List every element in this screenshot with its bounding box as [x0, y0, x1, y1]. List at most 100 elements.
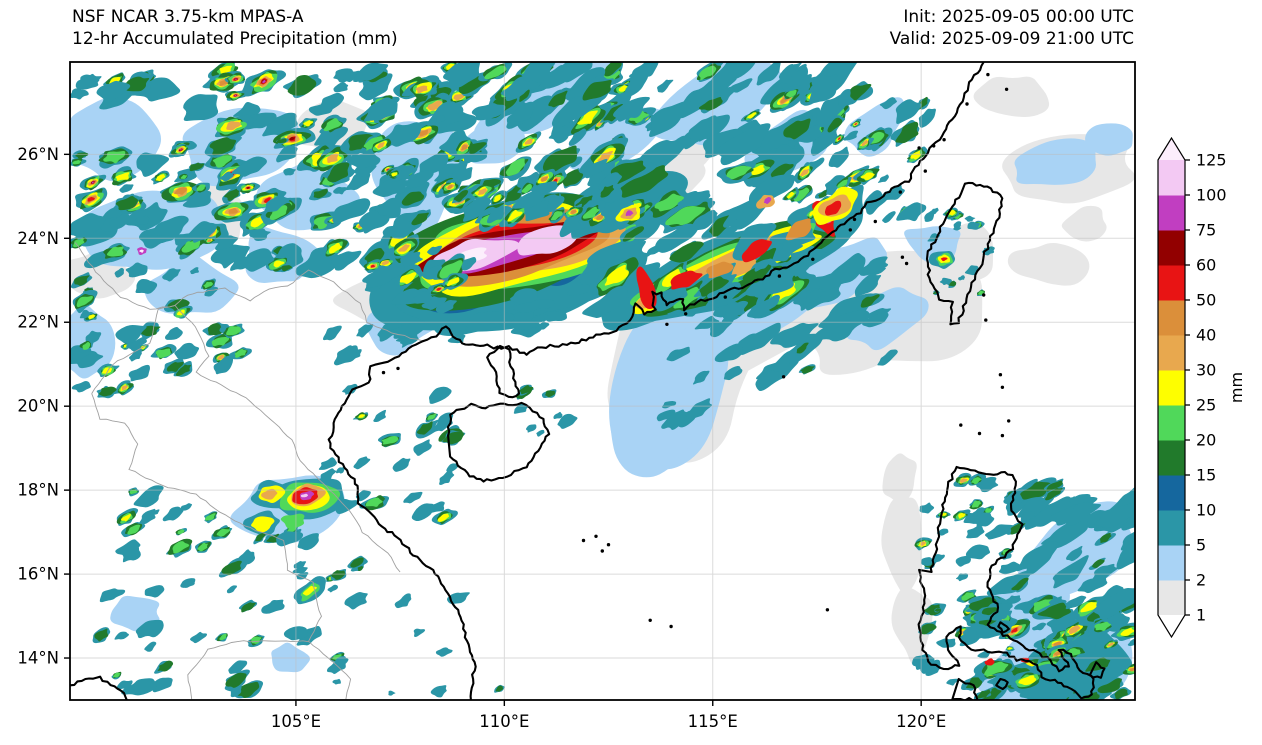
precip-blob [251, 516, 275, 533]
precip-blob [959, 478, 968, 483]
colorbar-segment [1158, 160, 1185, 196]
precip-blob [495, 685, 504, 692]
precip-blob [837, 179, 848, 189]
colorbar-tick-label: 75 [1196, 221, 1216, 240]
precip-blob [1093, 587, 1135, 620]
precip-blob [413, 628, 426, 638]
precip-blob [756, 62, 781, 86]
island-dot [942, 138, 946, 142]
precip-blob [228, 208, 239, 214]
model-title: NSF NCAR 3.75-km MPAS-A [72, 7, 304, 27]
precip-blob [435, 647, 453, 657]
precip-blob [685, 398, 713, 421]
precip-blob [754, 258, 773, 272]
y-tick-label: 18°N [17, 481, 59, 500]
precipitation-field [70, 62, 1135, 700]
precip-blob [208, 239, 212, 242]
precip-blob [421, 296, 447, 310]
precip-blob [973, 76, 1050, 118]
cambodia-vietnam-border [308, 640, 352, 700]
precip-blob [500, 75, 543, 102]
precip-blob [936, 638, 956, 648]
precip-blob [582, 79, 612, 101]
admin-borders [74, 242, 424, 700]
gridlines [70, 62, 1135, 700]
small-islands [381, 72, 1011, 629]
precip-blob [920, 623, 937, 635]
precip-blob [133, 485, 164, 508]
precip-blob [553, 411, 563, 419]
y-tick-label: 14°N [17, 649, 59, 668]
precip-blob [333, 186, 348, 195]
x-tick-label: 115°E [688, 712, 738, 731]
precip-blob [920, 659, 941, 674]
precip-blob [332, 198, 371, 224]
precip-blob [70, 213, 106, 240]
island-dot [1000, 433, 1005, 438]
precip-blob [793, 187, 810, 202]
precip-blob [115, 539, 141, 557]
precip-blob [1032, 622, 1047, 631]
precip-cells-laos-mid [211, 524, 340, 582]
precip-blob [136, 152, 170, 177]
precip-blob [984, 524, 1015, 540]
precip-blob [225, 672, 247, 688]
precip-blob [920, 541, 927, 546]
precip-blob [129, 348, 142, 362]
precip-blob [536, 429, 545, 437]
precip-blob [166, 361, 184, 372]
precip-blob [542, 145, 578, 173]
precip-blob [699, 276, 729, 297]
precip-blob [429, 386, 452, 404]
island-dot [594, 534, 598, 538]
precip-blob [967, 221, 980, 230]
precip-blob [234, 348, 247, 358]
precip-blob [809, 74, 838, 103]
precip-blob [677, 190, 711, 207]
precip-blob [313, 188, 328, 199]
precip-blob [102, 367, 113, 374]
precip-blob [582, 206, 600, 219]
precip-blob [1092, 559, 1105, 569]
precip-blob [948, 280, 957, 287]
precip-blob [981, 607, 999, 616]
precip-blob [1094, 503, 1135, 529]
precip-blob [226, 585, 238, 594]
precip-blob [715, 123, 771, 164]
precip-blob [946, 678, 959, 686]
precip-blob [813, 310, 870, 342]
mindoro-island [951, 677, 979, 700]
precip-blob [877, 349, 898, 366]
precip-blob [174, 342, 200, 360]
island-dot [848, 228, 852, 232]
precip-blob [398, 244, 410, 252]
island-dot [648, 618, 652, 622]
precip-blob [342, 70, 362, 83]
precip-blob [723, 207, 744, 228]
precip-blob [752, 294, 780, 319]
precip-blob [336, 466, 346, 474]
colorbar-tick-label: 125 [1196, 151, 1227, 170]
precip-blob [882, 453, 917, 506]
precip-blob [372, 179, 412, 197]
precip-blob [399, 272, 417, 285]
precip-blob [327, 153, 339, 164]
precip-blob [818, 190, 828, 198]
precip-blob [426, 101, 464, 130]
precip-blob [669, 241, 704, 263]
precip-blob [1064, 502, 1102, 526]
precip-blob [966, 525, 985, 539]
precip-blob [1094, 621, 1112, 632]
valid-time-label: Valid: 2025-09-09 21:00 UTC [889, 29, 1134, 49]
china-vietnam-border [174, 269, 424, 342]
precip-blob [471, 103, 506, 121]
precip-blob [308, 103, 333, 116]
precip-blob [545, 390, 556, 398]
precip-blob [210, 244, 250, 269]
precip-blob [293, 561, 307, 569]
island-dot [1007, 419, 1011, 423]
precip-blob [854, 123, 857, 125]
island-dot [1004, 87, 1009, 92]
precip-blob [924, 604, 942, 616]
precip-blob [357, 566, 364, 571]
